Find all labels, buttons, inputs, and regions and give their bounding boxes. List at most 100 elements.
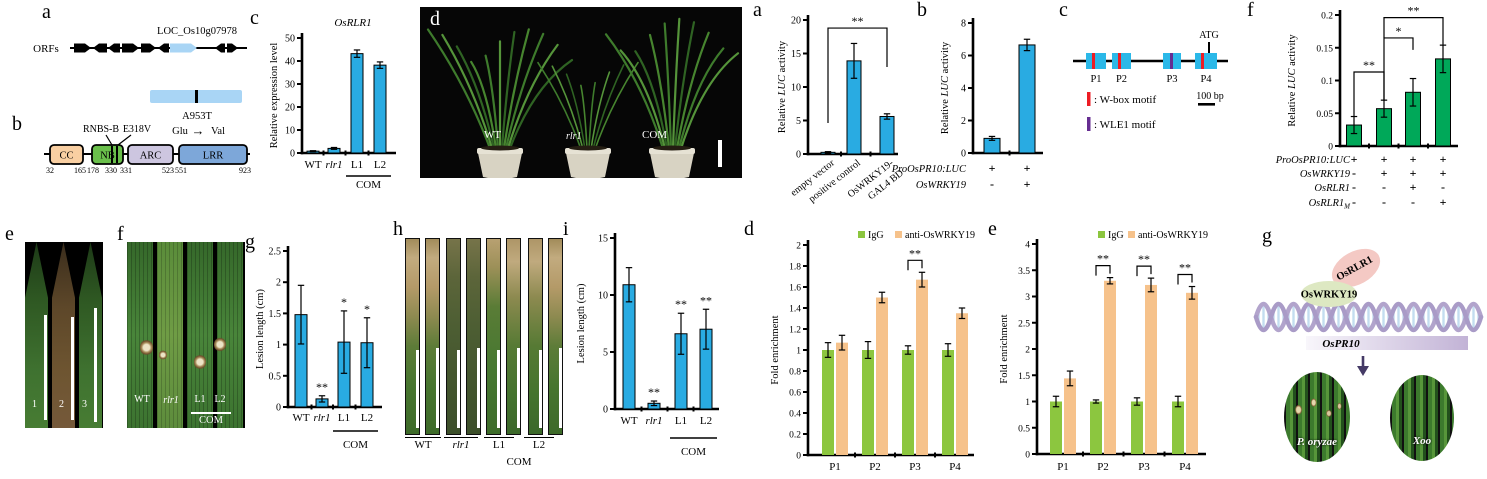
y-tick-label: 1.5 <box>1018 372 1030 382</box>
gene-body <box>150 90 242 103</box>
panel-label-h-left: h <box>393 218 403 240</box>
sig-stars: ** <box>1363 58 1375 72</box>
y-tick-label: 1 <box>1025 398 1030 408</box>
motif-mark <box>1092 53 1095 69</box>
x-category-label: empty vector <box>789 157 838 198</box>
site-line <box>116 146 118 163</box>
group-label-text: L2 <box>532 439 546 451</box>
legend-swatch <box>1128 231 1135 238</box>
sig-stars: * <box>1396 24 1402 38</box>
row-label: OsWRKY19 <box>1300 169 1351 180</box>
leaf-blade <box>589 71 611 153</box>
y-tick-label: 1.2 <box>789 326 801 336</box>
leaf-number-3: 3 <box>82 399 87 410</box>
aa-from: Glu <box>172 126 189 137</box>
callout-line <box>105 134 113 146</box>
leaf-blade <box>441 33 495 154</box>
aa-to: Val <box>211 126 225 137</box>
sig-stars: ** <box>909 246 921 260</box>
promoter-box-P3 <box>1163 53 1181 69</box>
bar <box>327 147 341 154</box>
bar-anti-OsWRKY19 <box>1064 378 1076 454</box>
y-tick-label: 6 <box>961 51 966 62</box>
bar <box>1405 91 1421 147</box>
y-tick-label: 5 <box>796 116 801 127</box>
bar <box>1346 124 1362 147</box>
y-axis-title: Lesion length (cm) <box>255 289 266 369</box>
bar <box>337 341 351 408</box>
x-category-label: rlr1 <box>325 159 342 171</box>
y-tick-label: 0.6 <box>789 389 801 399</box>
row-value: + <box>1381 166 1388 180</box>
row-value: + <box>1024 177 1031 191</box>
gene-id-label: LOC_Os10g07978 <box>157 26 237 37</box>
leaf-blade <box>677 47 725 154</box>
sig-stars: ** <box>675 297 687 311</box>
leaf-blade <box>593 61 639 153</box>
group-label: COM <box>343 439 368 451</box>
panel-label-i-left: i <box>563 218 569 240</box>
domain-box-LRR <box>178 144 248 165</box>
group-label-com: COM <box>199 415 223 426</box>
bar-IgG <box>902 350 914 455</box>
bar-anti-OsWRKY19 <box>956 313 968 455</box>
panel-label-b-right: b <box>917 0 927 21</box>
scale-bar <box>497 350 500 428</box>
y-tick-label: 2 <box>276 278 281 289</box>
scale-bar <box>477 348 480 428</box>
leaf-image <box>127 242 153 428</box>
leaf-blade <box>537 61 583 153</box>
legend-swatch <box>858 231 865 238</box>
plant-label-rlr1: rlr1 <box>566 131 582 142</box>
y-tick-label: 0.8 <box>789 368 801 378</box>
sig-bracket <box>1095 265 1111 276</box>
leaf-blade <box>426 28 493 154</box>
lesion-spot <box>194 354 206 370</box>
legend-label: : W-box motif <box>1094 94 1156 106</box>
bar <box>820 151 836 155</box>
motif-mark <box>1118 53 1121 69</box>
protein-oval-oswrky19 <box>1301 281 1357 307</box>
bar <box>647 402 661 410</box>
row-label: ProOsPR10:LUC <box>891 164 967 175</box>
group-label-com: COM <box>506 456 532 468</box>
row-value: + <box>1381 152 1388 166</box>
x-category-label: L1 <box>675 415 687 427</box>
plants-art <box>426 17 740 179</box>
panel-label-c-left: c <box>250 7 259 29</box>
y-axis-title: Fold enrichment <box>770 315 781 384</box>
protein-label-oswrky19: OsWRKY19 <box>1301 290 1358 301</box>
row-value: - <box>1441 180 1445 194</box>
plant-label-com: COM <box>642 129 668 141</box>
sig-bracket <box>907 259 923 271</box>
row-value: + <box>1024 161 1031 175</box>
x-category-label: L1 <box>351 159 363 171</box>
scale-bar <box>517 348 520 428</box>
leaf-blade <box>588 81 596 153</box>
promoter-box-P1 <box>1086 53 1106 69</box>
y-tick-label: 1.4 <box>789 305 801 315</box>
promoter-box-P4 <box>1195 53 1217 69</box>
orf-arrow <box>170 43 197 53</box>
leaf-blade <box>455 45 496 154</box>
domain-label: CC <box>59 151 73 162</box>
bar <box>1435 58 1451 147</box>
bar-anti-OsWRKY19 <box>916 279 928 455</box>
y-axis-title: Lesion length (cm) <box>576 283 587 363</box>
y-tick-label: 3 <box>1025 293 1030 303</box>
bar <box>1376 108 1392 147</box>
leaf-blade <box>634 50 669 154</box>
scale-bar <box>457 350 460 428</box>
bar <box>1018 44 1036 154</box>
y-tick-label: 2 <box>961 116 966 127</box>
row-value: + <box>1351 152 1358 166</box>
x-category-label: rlr1 <box>645 415 662 427</box>
row-value: + <box>1410 180 1417 194</box>
leaf-number-2: 2 <box>59 399 64 410</box>
y-tick-label: 3.5 <box>1018 267 1030 277</box>
mutation-site-tick <box>195 90 198 103</box>
bar-anti-OsWRKY19 <box>836 342 848 455</box>
y-tick-label: 8 <box>961 19 966 30</box>
aa-position: 331 <box>120 166 132 175</box>
